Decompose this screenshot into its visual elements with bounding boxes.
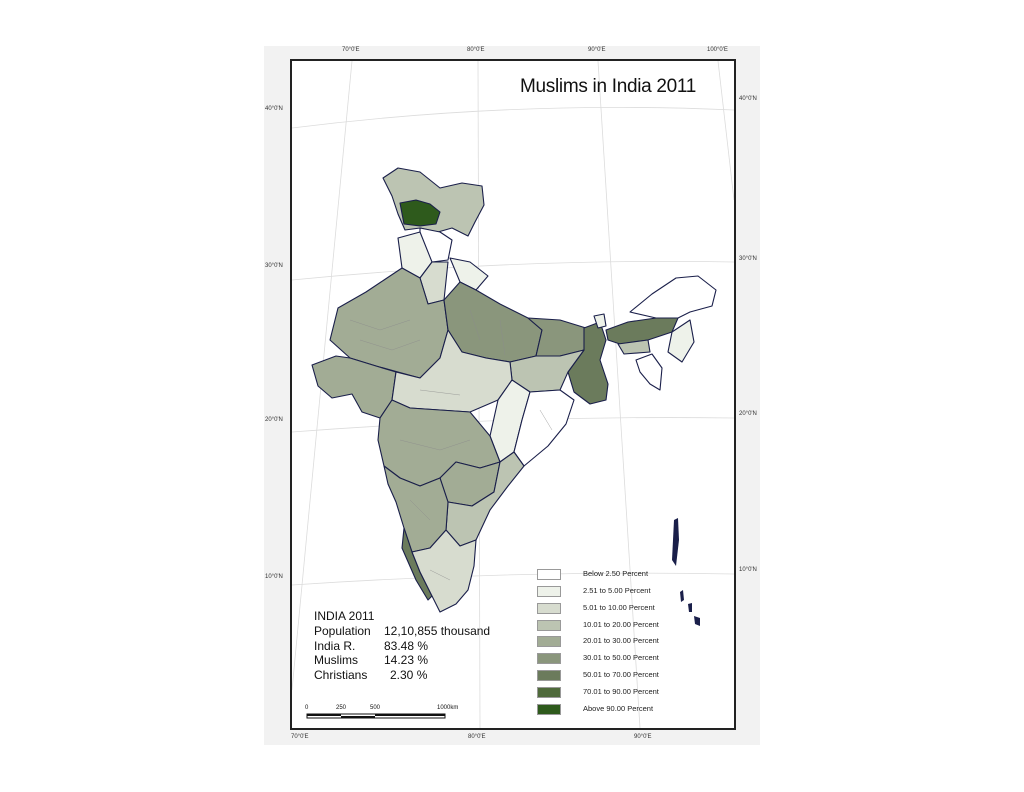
region-tripura-mizoram xyxy=(635,353,663,391)
legend-swatch xyxy=(537,670,561,681)
stats-key: Muslims xyxy=(314,653,358,668)
lon-label: 90°0'E xyxy=(588,47,606,53)
legend-label: Below 2.50 Percent xyxy=(583,569,649,578)
lat-label: 20°0'N xyxy=(265,417,283,423)
stats-value: 2.30 % xyxy=(390,668,428,683)
legend-swatch xyxy=(537,569,561,580)
district-lines xyxy=(349,309,553,581)
legend-label: Above 90.00 Percent xyxy=(583,704,654,713)
region-kashmir-valley xyxy=(399,199,441,227)
stats-row: India R. 83.48 % xyxy=(314,639,490,654)
scale-bar xyxy=(306,713,446,719)
region-odisha xyxy=(513,389,575,467)
legend-label: 20.01 to 30.00 Percent xyxy=(583,636,659,645)
graticule-line xyxy=(597,61,641,728)
andaman-nicobar xyxy=(672,518,700,626)
legend-label: 70.01 to 90.00 Percent xyxy=(583,687,659,696)
lat-label: 10°0'N xyxy=(739,567,757,573)
legend-swatch xyxy=(537,653,561,664)
stats-row: Christians 2.30 % xyxy=(314,668,490,683)
region-meghalaya xyxy=(617,339,651,355)
legend-label: 2.51 to 5.00 Percent xyxy=(583,586,651,595)
region-tamil-nadu xyxy=(411,529,477,613)
region-uttarakhand xyxy=(449,257,489,291)
lon-label: 80°0'E xyxy=(467,47,485,53)
lon-label: 70°0'E xyxy=(342,47,360,53)
region-nagaland-manipur xyxy=(667,319,695,363)
graticule-line xyxy=(292,572,734,586)
stats-key: Population xyxy=(314,623,371,638)
lat-label: 10°0'N xyxy=(265,574,283,580)
graticule-line xyxy=(717,61,734,201)
graticule-line xyxy=(292,260,734,281)
stats-heading: INDIA 2011 xyxy=(314,609,375,623)
legend-swatch xyxy=(537,636,561,647)
legend-swatch xyxy=(537,603,561,614)
graticule-line xyxy=(292,106,734,129)
legend-swatch xyxy=(537,687,561,698)
legend-label: 10.01 to 20.00 Percent xyxy=(583,620,659,629)
stats-key: India R. xyxy=(314,638,356,653)
stats-panel: INDIA 2011 Population 12,10,855 thousand… xyxy=(314,609,490,683)
region-sikkim xyxy=(593,313,607,329)
scale-label: 250 xyxy=(336,705,347,711)
legend-label: 50.01 to 70.00 Percent xyxy=(583,670,659,679)
lat-label: 40°0'N xyxy=(739,96,757,102)
lat-label: 30°0'N xyxy=(739,256,757,262)
region-jammu-kashmir xyxy=(382,167,485,237)
region-assam xyxy=(605,317,679,345)
lat-label: 40°0'N xyxy=(265,106,283,112)
stats-key: Christians xyxy=(314,668,368,683)
lat-label: 20°0'N xyxy=(739,411,757,417)
region-arunachal xyxy=(629,275,717,319)
lat-label: 30°0'N xyxy=(265,263,283,269)
legend-swatch xyxy=(537,704,561,715)
map-title: Muslims in India 2011 xyxy=(520,76,697,97)
legend-label: 30.01 to 50.00 Percent xyxy=(583,653,659,662)
stats-value: 12,10,855 thousand xyxy=(384,623,491,638)
stats-value: 14.23 % xyxy=(384,653,429,668)
stats-row: Population 12,10,855 thousand xyxy=(314,624,490,639)
scale-label: 500 xyxy=(370,705,381,711)
stats-row: Muslims 14.23 % xyxy=(314,653,490,668)
legend-label: 5.01 to 10.00 Percent xyxy=(583,603,655,612)
lon-label: 70°0'E xyxy=(291,734,309,740)
lon-label: 80°0'E xyxy=(468,734,486,740)
legend-swatch xyxy=(537,586,561,597)
lon-label: 100°0'E xyxy=(707,47,728,53)
stats-value: 83.48 % xyxy=(384,638,429,653)
lon-label: 90°0'E xyxy=(634,734,652,740)
scale-label: 0 xyxy=(305,705,309,711)
india-map xyxy=(311,167,717,613)
legend-swatch xyxy=(537,620,561,631)
scale-label: 1000km xyxy=(437,705,459,711)
